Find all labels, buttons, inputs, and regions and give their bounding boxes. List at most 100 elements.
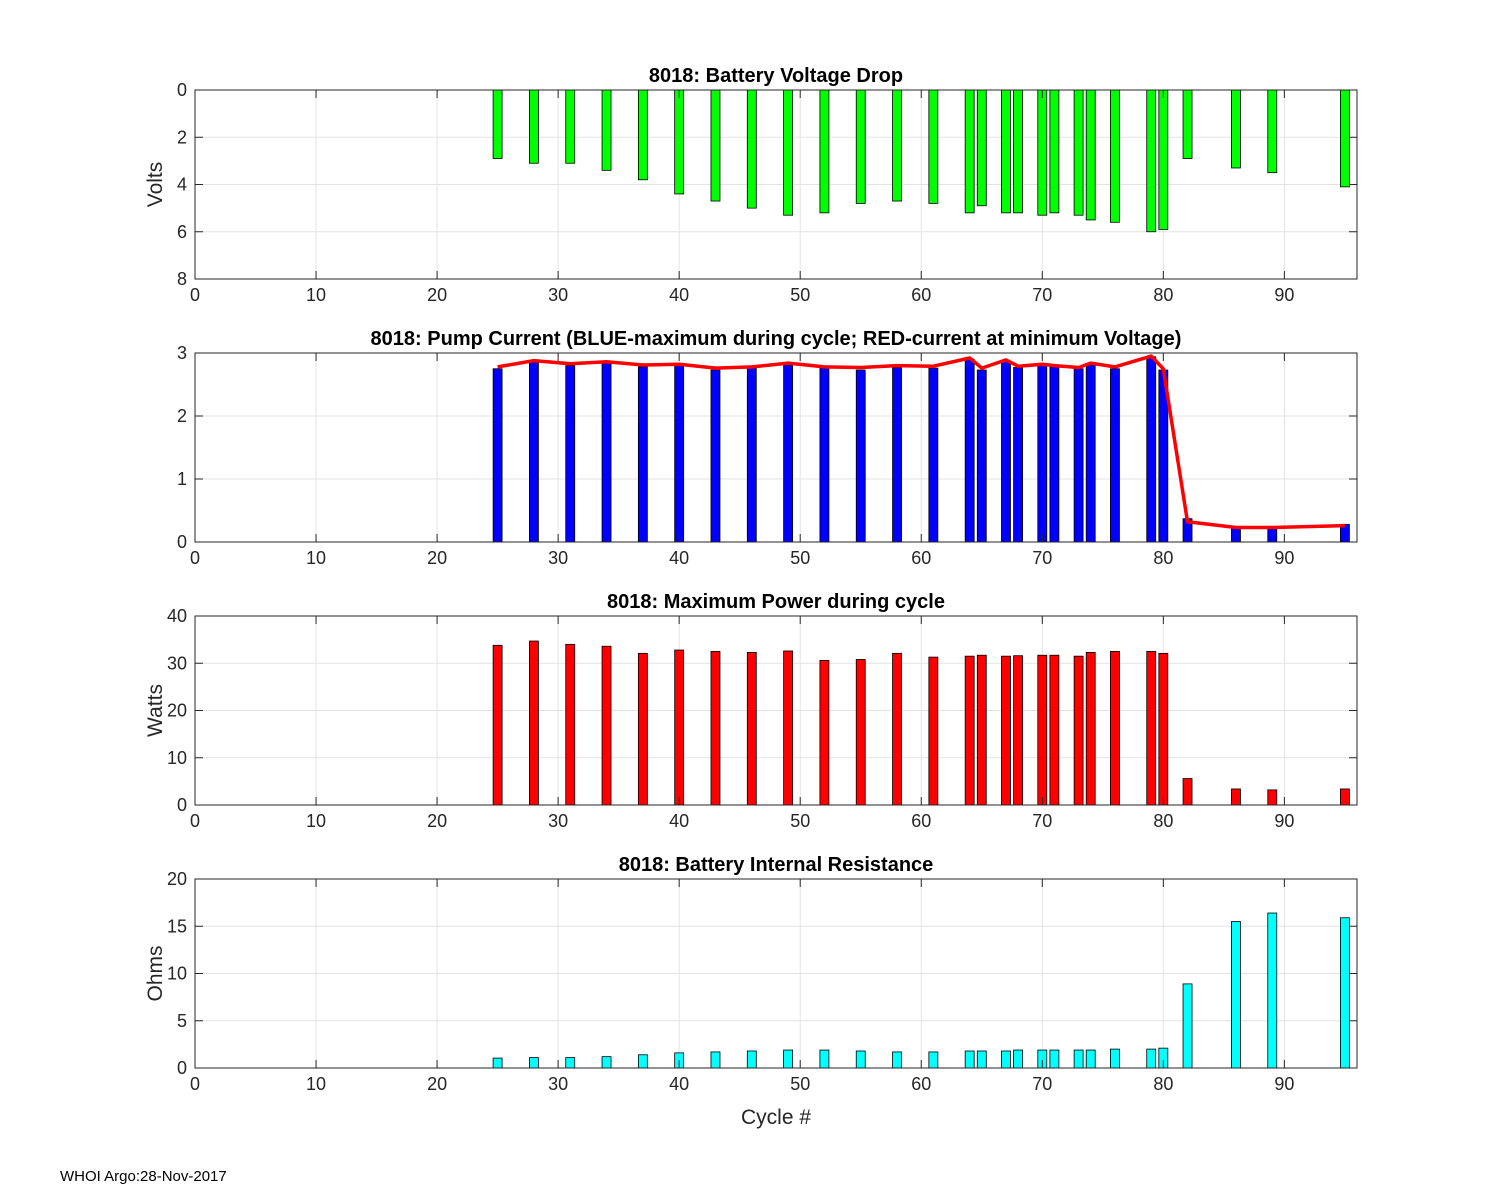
bar <box>783 89 794 216</box>
tick-label-y: 3 <box>177 343 187 363</box>
chart-title: 8018: Battery Internal Resistance <box>619 854 934 876</box>
bar <box>529 362 539 543</box>
bar <box>1073 1049 1084 1069</box>
bar <box>964 358 975 543</box>
tick-label-x: 20 <box>427 285 447 305</box>
tick-label-y: 2 <box>177 406 187 426</box>
bar <box>637 1054 648 1069</box>
tick-label-x: 20 <box>427 548 447 568</box>
bar <box>783 1049 794 1069</box>
chart-title: 8018: Battery Voltage Drop <box>649 65 903 87</box>
x-axis-label: Cycle # <box>741 1106 811 1129</box>
tick-label-x: 80 <box>1153 285 1173 305</box>
bar <box>1049 1049 1060 1069</box>
bar <box>1231 921 1241 1069</box>
bar <box>892 367 902 543</box>
bar <box>1182 778 1193 806</box>
bar <box>565 89 576 164</box>
bar <box>1339 788 1350 806</box>
bar <box>674 365 685 543</box>
bar <box>1267 528 1278 543</box>
chart-panel-1: 0 10 20 30 40 50 60 70 80 90 0 2 4 6 8 8018: Battery Vo… <box>144 65 1358 305</box>
bar <box>746 1050 757 1069</box>
bar <box>855 89 866 204</box>
bar <box>855 1050 866 1069</box>
tick-label-x: 70 <box>1032 811 1052 831</box>
tick-label-x: 0 <box>190 285 200 305</box>
tick-label-x: 20 <box>427 811 447 831</box>
bar <box>1013 655 1023 806</box>
bar <box>1110 368 1120 543</box>
tick-label-y: 2 <box>177 127 187 147</box>
bar <box>855 369 866 543</box>
tick-label-x: 10 <box>306 811 326 831</box>
tick-label-x: 40 <box>669 548 689 568</box>
bar <box>1013 367 1023 543</box>
tick-label-y: 20 <box>167 701 187 721</box>
bar <box>1267 912 1278 1069</box>
tick-label-x: 0 <box>190 1074 200 1094</box>
bar <box>1073 655 1084 806</box>
bar <box>1085 1049 1096 1069</box>
bar <box>1085 89 1096 221</box>
bar <box>819 89 830 214</box>
bar <box>976 89 987 207</box>
tick-label-x: 90 <box>1274 548 1294 568</box>
bar <box>565 1057 576 1069</box>
bar <box>892 89 902 202</box>
bar <box>1110 1048 1120 1069</box>
chart-panel-4: 0 10 20 30 40 50 60 70 80 90 0 5 10 15 20 8018: Battery… <box>144 854 1358 1129</box>
bar <box>1085 651 1096 806</box>
tick-label-x: 90 <box>1274 285 1294 305</box>
bar <box>492 89 503 159</box>
tick-label-y: 6 <box>177 222 187 242</box>
bar <box>710 369 721 543</box>
bar <box>746 367 757 543</box>
bar <box>1049 654 1060 806</box>
bar <box>601 362 612 543</box>
bar <box>492 1057 503 1069</box>
bar <box>928 656 939 806</box>
tick-label-x: 10 <box>306 548 326 568</box>
y-axis-label: Volts <box>144 162 167 208</box>
tick-label-x: 40 <box>669 285 689 305</box>
tick-label-y: 15 <box>167 916 187 936</box>
bar <box>964 655 975 806</box>
bar <box>710 651 721 806</box>
bar <box>892 652 902 806</box>
bar <box>637 366 648 543</box>
tick-label-y: 10 <box>167 748 187 768</box>
bar <box>976 1050 987 1069</box>
bar <box>783 364 794 543</box>
bar <box>1110 89 1120 223</box>
bar <box>1146 89 1157 233</box>
bar <box>1013 1049 1023 1069</box>
bar <box>1110 651 1120 806</box>
bar <box>892 1051 902 1069</box>
bar <box>746 651 757 806</box>
bar <box>529 89 539 164</box>
bar <box>637 89 648 181</box>
chart-title: 8018: Maximum Power during cycle <box>607 591 945 613</box>
tick-label-y: 40 <box>167 606 187 626</box>
tick-label-y: 10 <box>167 964 187 984</box>
tick-label-x: 0 <box>190 811 200 831</box>
bar <box>928 367 939 543</box>
bar <box>1182 89 1193 159</box>
bar <box>1049 89 1060 214</box>
bar <box>565 643 576 806</box>
chart-panel-3: 0 10 20 30 40 50 60 70 80 90 0 10 20 30 40 8018: Maximu… <box>144 591 1358 831</box>
bar <box>710 1051 721 1069</box>
tick-label-y: 8 <box>177 269 187 289</box>
bar <box>1267 789 1278 806</box>
bar <box>1158 652 1169 806</box>
bar <box>928 1051 939 1069</box>
bar <box>1231 788 1241 806</box>
bar <box>964 89 975 214</box>
footer-label: WHOI Argo:28-Nov-2017 <box>60 1168 227 1185</box>
tick-label-y: 0 <box>177 795 187 815</box>
bar <box>819 367 830 543</box>
bar <box>1231 527 1241 543</box>
bar <box>976 654 987 806</box>
tick-label-x: 70 <box>1032 1074 1052 1094</box>
